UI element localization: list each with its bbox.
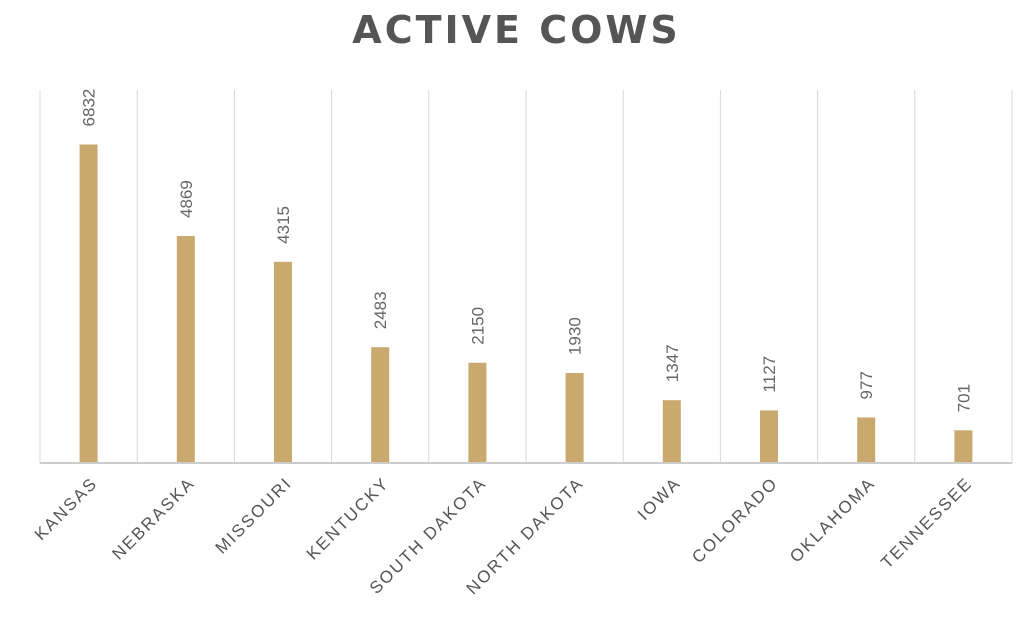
bar-kentucky	[371, 347, 390, 463]
bar-south-dakota	[468, 362, 487, 463]
value-labels: 6832 4869 4315 2483 2150 1930 1347 1127 977 701	[80, 89, 974, 413]
bar-oklahoma	[857, 417, 876, 463]
category-label: NEBRASKA	[108, 473, 198, 563]
value-label: 1127	[760, 356, 779, 393]
chart-title: ACTIVE COWS	[352, 8, 681, 52]
bar-colorado	[760, 410, 778, 463]
category-label: KENTUCKY	[303, 473, 393, 563]
bar-north-dakota	[565, 373, 584, 463]
value-label: 6832	[80, 89, 99, 127]
value-label: 2483	[371, 291, 390, 329]
value-label: 2150	[468, 307, 487, 345]
category-label: KANSAS	[31, 473, 102, 544]
value-label: 1930	[566, 317, 585, 355]
category-label: IOWA	[634, 473, 685, 524]
value-label: 4315	[274, 206, 293, 244]
grid-lines	[39, 90, 1013, 463]
category-label: TENNESSEE	[877, 473, 976, 572]
bars	[79, 144, 973, 463]
value-label: 1347	[663, 344, 682, 382]
value-label: 4869	[177, 180, 196, 218]
bar-iowa	[662, 400, 681, 463]
bar-tennessee	[954, 430, 973, 463]
value-label: 701	[954, 384, 973, 412]
category-label: COLORADO	[688, 473, 782, 567]
bar-kansas	[79, 144, 98, 463]
category-label: OKLAHOMA	[786, 473, 879, 566]
value-label: 977	[857, 371, 876, 399]
category-label: MISSOURI	[212, 473, 296, 557]
bar-nebraska	[176, 235, 195, 463]
bar-missouri	[274, 261, 292, 463]
